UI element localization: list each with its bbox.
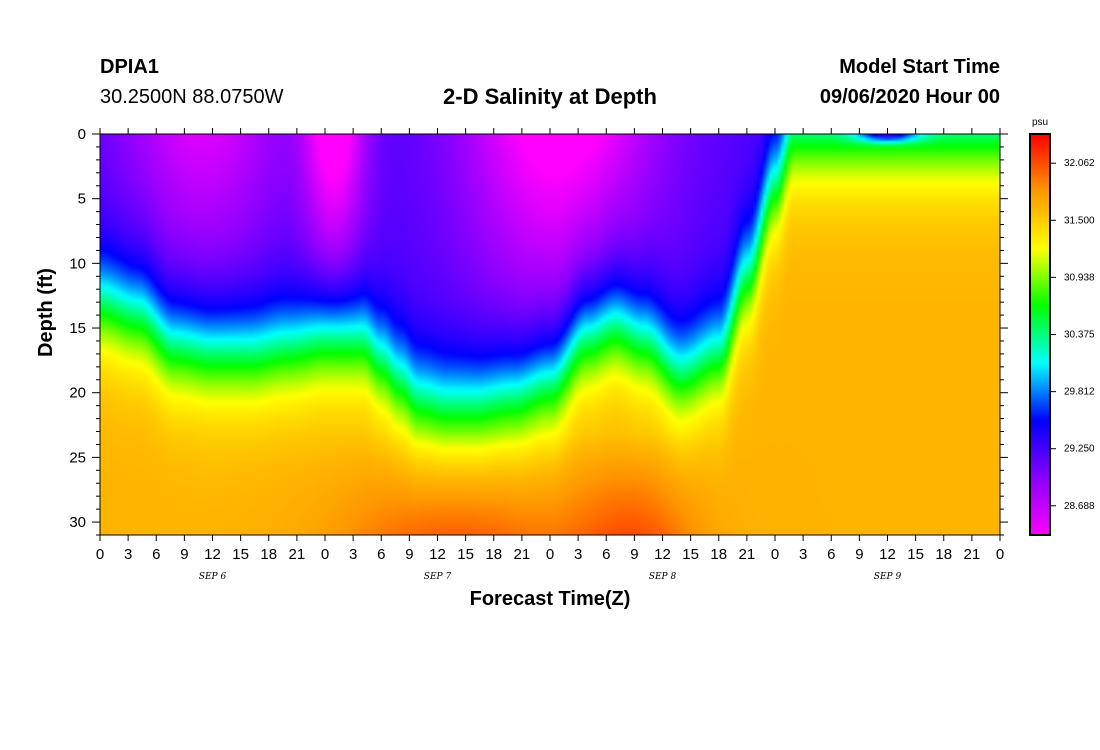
y-tick-label: 30 bbox=[69, 514, 86, 531]
x-tick-label: 12 bbox=[654, 546, 671, 563]
x-tick-label: 18 bbox=[260, 546, 277, 563]
y-tick-label: 15 bbox=[69, 320, 86, 337]
x-tick-label: 6 bbox=[827, 546, 835, 563]
x-tick-label: 21 bbox=[289, 546, 306, 563]
x-axis-title: Forecast Time(Z) bbox=[470, 588, 631, 610]
y-axis: 0 5 10 15 20 25 30 bbox=[69, 126, 1008, 536]
x-tick-label: 15 bbox=[682, 546, 699, 563]
colorbar-tick-label: 31.500 bbox=[1064, 215, 1095, 226]
colorbar-gradient bbox=[1030, 134, 1050, 535]
x-axis: 0 3 6 9 12 15 18 21 0 3 6 9 12 15 18 21 0 3 6 9 12 15 18 21 0 3 6 9… bbox=[96, 128, 1004, 582]
x-tick-label: 3 bbox=[799, 546, 807, 563]
x-tick-label: 9 bbox=[630, 546, 638, 563]
x-tick-label: 9 bbox=[180, 546, 188, 563]
x-tick-label: 0 bbox=[321, 546, 329, 563]
day-label: SEP 6 bbox=[199, 572, 227, 582]
colorbar-tick-label: 29.250 bbox=[1064, 444, 1095, 455]
day-label: SEP 7 bbox=[424, 572, 452, 582]
x-tick-label: 12 bbox=[204, 546, 221, 563]
x-tick-label: 15 bbox=[907, 546, 924, 563]
x-tick-label: 6 bbox=[377, 546, 385, 563]
x-tick-label: 18 bbox=[710, 546, 727, 563]
day-label: SEP 8 bbox=[649, 572, 677, 582]
y-tick-label: 25 bbox=[69, 449, 86, 466]
station-id: DPIA1 bbox=[100, 56, 159, 78]
x-tick-label: 9 bbox=[405, 546, 413, 563]
x-tick-label: 15 bbox=[457, 546, 474, 563]
y-tick-label: 10 bbox=[69, 255, 86, 272]
x-tick-label: 18 bbox=[935, 546, 952, 563]
x-tick-label: 21 bbox=[739, 546, 756, 563]
colorbar-tick-label: 30.938 bbox=[1064, 272, 1095, 283]
salinity-heatmap bbox=[100, 134, 1000, 535]
x-tick-label: 0 bbox=[546, 546, 554, 563]
x-tick-label: 3 bbox=[349, 546, 357, 563]
colorbar-tick-label: 30.375 bbox=[1064, 330, 1095, 341]
y-tick-label: 0 bbox=[78, 126, 86, 143]
x-tick-label: 0 bbox=[96, 546, 104, 563]
x-tick-label: 9 bbox=[855, 546, 863, 563]
y-tick-label: 20 bbox=[69, 385, 86, 402]
model-start-value: 09/06/2020 Hour 00 bbox=[819, 86, 1000, 108]
day-label: SEP 9 bbox=[874, 572, 902, 582]
x-tick-label: 6 bbox=[152, 546, 160, 563]
x-tick-label: 3 bbox=[124, 546, 132, 563]
colorbar-tick-label: 32.062 bbox=[1064, 158, 1095, 169]
chart-title: 2-D Salinity at Depth bbox=[443, 84, 657, 109]
x-tick-label: 21 bbox=[514, 546, 531, 563]
x-tick-label: 12 bbox=[879, 546, 896, 563]
x-tick-label: 18 bbox=[485, 546, 502, 563]
model-start-label: Model Start Time bbox=[839, 56, 1000, 78]
y-axis-title: Depth (ft) bbox=[35, 268, 57, 357]
station-location: 30.2500N 88.0750W bbox=[100, 86, 284, 108]
x-tick-label: 0 bbox=[996, 546, 1004, 563]
x-tick-label: 3 bbox=[574, 546, 582, 563]
x-tick-label: 6 bbox=[602, 546, 610, 563]
y-tick-label: 5 bbox=[78, 191, 86, 208]
x-tick-label: 12 bbox=[429, 546, 446, 563]
colorbar-tick-label: 28.688 bbox=[1064, 501, 1095, 512]
x-tick-label: 0 bbox=[771, 546, 779, 563]
x-tick-label: 15 bbox=[232, 546, 249, 563]
colorbar-tick-label: 29.812 bbox=[1064, 387, 1095, 398]
x-tick-label: 21 bbox=[964, 546, 981, 563]
colorbar-ticks: 32.062 31.500 30.938 30.375 29.812 29.250 28.6… bbox=[1050, 158, 1095, 512]
colorbar-unit: psu bbox=[1032, 117, 1048, 128]
